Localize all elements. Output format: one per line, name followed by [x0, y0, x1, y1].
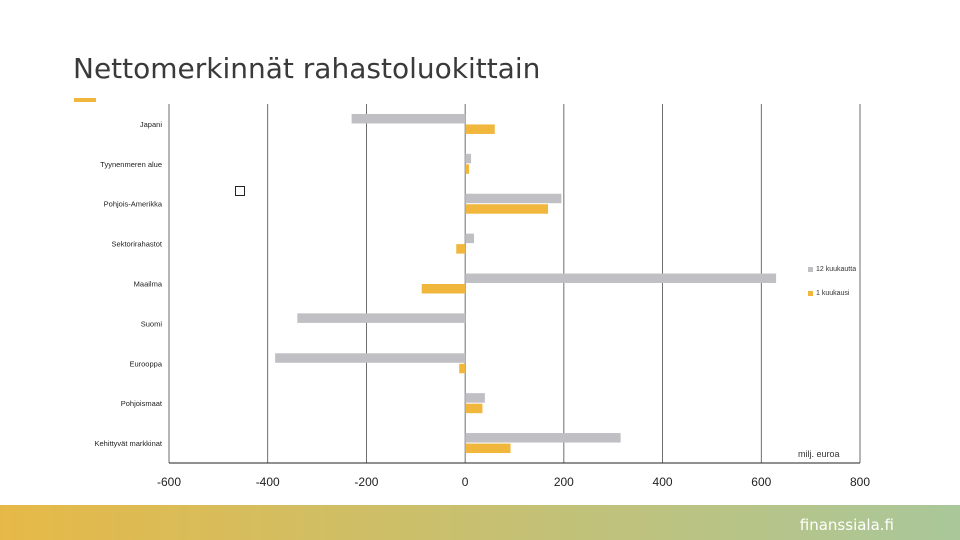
legend-label-1m: 1 kuukausi: [816, 290, 850, 297]
footer-band: [0, 505, 960, 540]
x-tick-label: -200: [354, 475, 378, 489]
legend-label-12m: 12 kuukautta: [816, 266, 857, 273]
legend-item-12m: 12 kuukautta: [808, 266, 856, 273]
category-label: Suomi: [141, 319, 163, 328]
category-label: Pohjoismaat: [121, 399, 163, 408]
bar-1m: [459, 363, 466, 374]
checkbox-marker: [235, 186, 245, 196]
bar-12m: [351, 113, 466, 124]
category-label: Japani: [140, 120, 162, 129]
category-label: Maailma: [134, 280, 163, 289]
bar-1m: [456, 244, 466, 254]
bar-1m: [465, 124, 495, 134]
x-tick-label: -400: [256, 475, 280, 489]
bar-12m: [465, 153, 472, 164]
page-title: Nettomerkinnät rahastoluokittain: [73, 52, 541, 85]
bar-1m: [465, 443, 511, 454]
legend-swatch-1m: [808, 291, 813, 296]
x-tick-label: 0: [462, 475, 469, 489]
bar-12m: [465, 193, 562, 204]
x-tick-label: 400: [653, 475, 673, 489]
category-label: Pohjois-Amerikka: [104, 200, 163, 209]
x-tick-label: -600: [157, 475, 181, 489]
x-tick-label: 800: [850, 475, 870, 489]
unit-label: milj. euroa: [798, 449, 840, 459]
bar-12m: [465, 273, 777, 283]
bar-1m: [465, 164, 470, 174]
category-label: Tyynenmeren alue: [100, 160, 162, 169]
bar-chart: -600 -400 -200 0 200 400 600 800 Japani Tyynenmer…: [94, 104, 870, 489]
x-tick-label: 200: [554, 475, 574, 489]
category-label: Kehittyvät markkinat: [94, 439, 162, 448]
bar-1m: [465, 403, 483, 414]
bar-12m: [297, 313, 466, 323]
bar-12m: [465, 393, 485, 403]
brand-logo-text: finanssiala.fi: [799, 516, 894, 534]
bar-1m: [465, 204, 549, 214]
bar-12m: [465, 233, 475, 244]
bar-1m: [421, 284, 466, 294]
title-accent-bar: [74, 98, 96, 102]
legend-item-1m: 1 kuukausi: [808, 290, 849, 297]
category-label: Sektorirahastot: [112, 240, 163, 249]
bar-12m: [275, 353, 466, 363]
bar-12m: [465, 433, 621, 443]
category-label: Eurooppa: [129, 359, 162, 368]
legend-swatch-12m: [808, 267, 813, 272]
x-tick-label: 600: [751, 475, 771, 489]
